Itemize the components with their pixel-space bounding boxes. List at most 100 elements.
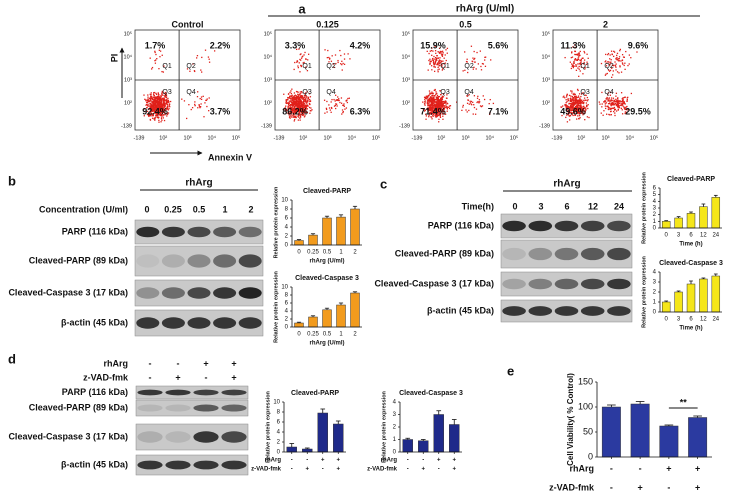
event-dot: [588, 116, 590, 119]
flow-plot: [412, 29, 519, 131]
event-dot: [167, 109, 170, 111]
event-dot: [293, 99, 295, 101]
event-dot: [154, 106, 157, 108]
event-dot: [621, 100, 623, 103]
event-dot: [608, 99, 610, 101]
event-dot: [615, 100, 618, 102]
event-dot: [157, 109, 160, 111]
event-dot: [628, 54, 631, 56]
event-dot: [296, 98, 298, 100]
y-tick-label: 3: [653, 280, 657, 286]
event-dot: [617, 60, 620, 62]
event-dot: [618, 72, 620, 74]
event-dot: [149, 105, 151, 107]
event-dot: [582, 63, 585, 65]
event-dot: [578, 65, 580, 68]
event-dot: [606, 98, 608, 100]
event-dot: [151, 109, 153, 112]
event-dot: [572, 101, 574, 104]
event-dot: [159, 96, 161, 99]
event-dot: [161, 113, 164, 115]
event-dot: [300, 99, 302, 101]
event-dot: [161, 109, 163, 112]
event-dot: [472, 57, 474, 59]
event-dot: [436, 115, 439, 117]
event-dot: [564, 56, 566, 59]
event-dot: [583, 112, 585, 114]
event-dot: [342, 110, 344, 113]
y-tick-label: 10: [273, 400, 280, 406]
event-dot: [612, 101, 615, 103]
event-dot: [482, 95, 484, 97]
event-dot: [611, 102, 614, 104]
blot-band: [607, 247, 631, 261]
event-dot: [572, 66, 574, 69]
event-dot: [149, 98, 152, 100]
event-dot: [607, 52, 610, 55]
event-dot: [576, 107, 578, 110]
event-dot: [152, 115, 155, 117]
event-dot: [291, 114, 293, 117]
event-dot: [166, 101, 169, 103]
event-dot: [296, 105, 298, 107]
event-dot: [616, 54, 618, 57]
treatment-sign: +: [203, 358, 208, 368]
event-dot: [613, 99, 616, 102]
event-dot: [434, 95, 436, 97]
event-dot: [579, 117, 581, 119]
event-dot: [196, 95, 199, 98]
event-dot: [151, 108, 153, 110]
x-tick-label: 10⁴: [626, 134, 635, 141]
event-dot: [166, 100, 168, 102]
event-dot: [439, 62, 441, 65]
event-dot: [432, 109, 434, 111]
treatment-sign: -: [610, 482, 613, 492]
event-dot: [573, 111, 575, 113]
event-dot: [161, 90, 163, 93]
event-dot: [206, 98, 208, 100]
event-dot: [603, 101, 605, 103]
y-tick-label: 100: [578, 401, 593, 411]
event-dot: [295, 109, 298, 112]
event-dot: [428, 98, 431, 101]
event-dot: [574, 98, 577, 100]
event-dot: [150, 106, 153, 109]
event-dot: [600, 112, 602, 114]
event-dot: [580, 112, 583, 114]
error-bar: [607, 404, 616, 407]
event-dot: [162, 110, 164, 112]
event-dot: [298, 98, 300, 101]
event-dot: [579, 101, 582, 103]
event-dot: [290, 99, 292, 101]
y-tick-label: 0: [588, 451, 593, 461]
event-dot: [159, 108, 161, 110]
event-dot: [438, 61, 440, 63]
event-dot: [292, 104, 295, 106]
event-dot: [437, 62, 439, 64]
event-dot: [572, 99, 574, 101]
event-dot: [620, 107, 623, 110]
event-dot: [294, 61, 296, 64]
event-dot: [295, 107, 298, 110]
chart-title: Cleaved-PARP: [291, 390, 339, 397]
event-dot: [433, 70, 436, 73]
event-dot: [573, 44, 576, 46]
event-dot: [566, 47, 569, 49]
quadrant-percent: 29.5%: [625, 106, 651, 116]
event-dot: [480, 69, 483, 71]
event-dot: [430, 65, 433, 67]
event-dot: [307, 59, 309, 61]
quadrant-percent: 49.6%: [560, 106, 586, 116]
event-dot: [437, 71, 439, 73]
event-dot: [297, 115, 299, 117]
event-dot: [291, 102, 293, 104]
event-dot: [434, 105, 436, 108]
event-dot: [157, 97, 159, 99]
event-dot: [294, 111, 297, 113]
event-dot: [430, 108, 432, 110]
event-dot: [297, 104, 300, 106]
event-dot: [426, 108, 429, 110]
y-tick-label: 50: [583, 426, 593, 436]
event-dot: [307, 53, 310, 55]
event-dot: [575, 100, 577, 102]
